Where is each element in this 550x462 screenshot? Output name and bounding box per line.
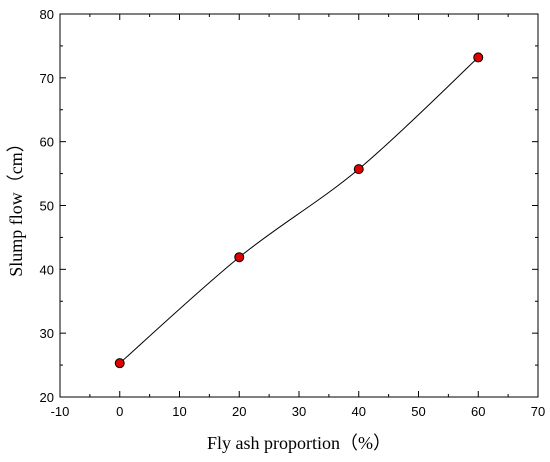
x-tick-label: 60 xyxy=(471,404,485,419)
y-tick-label: 20 xyxy=(40,390,54,405)
y-tick-label: 70 xyxy=(40,71,54,86)
x-tick-label: 10 xyxy=(172,404,186,419)
x-tick-label: 30 xyxy=(292,404,306,419)
y-axis-title: Slump flow（cm） xyxy=(6,134,26,277)
plot-frame xyxy=(59,13,539,398)
y-tick-label: 60 xyxy=(40,135,54,150)
x-tick-label: 0 xyxy=(116,404,123,419)
x-tick-label: 70 xyxy=(531,404,545,419)
y-tick-label: 50 xyxy=(40,199,54,214)
axis-tick-labels: -10 0 10 20 30 40 50 60 70 20 30 40 50 60 70 80 xyxy=(40,7,546,419)
axis-ticks xyxy=(59,13,539,398)
x-axis-title: Fly ash proportion（%） xyxy=(207,433,391,453)
data-point xyxy=(234,252,245,263)
data-point xyxy=(473,52,484,63)
data-points xyxy=(114,52,484,369)
data-point xyxy=(353,164,364,175)
y-tick-label: 80 xyxy=(40,7,54,22)
x-tick-label: 50 xyxy=(411,404,425,419)
data-point xyxy=(114,358,125,369)
x-tick-label: 20 xyxy=(232,404,246,419)
y-tick-label: 40 xyxy=(40,262,54,277)
series-line xyxy=(119,57,479,364)
y-tick-label: 30 xyxy=(40,326,54,341)
x-tick-label: -10 xyxy=(51,404,70,419)
x-tick-label: 40 xyxy=(352,404,366,419)
